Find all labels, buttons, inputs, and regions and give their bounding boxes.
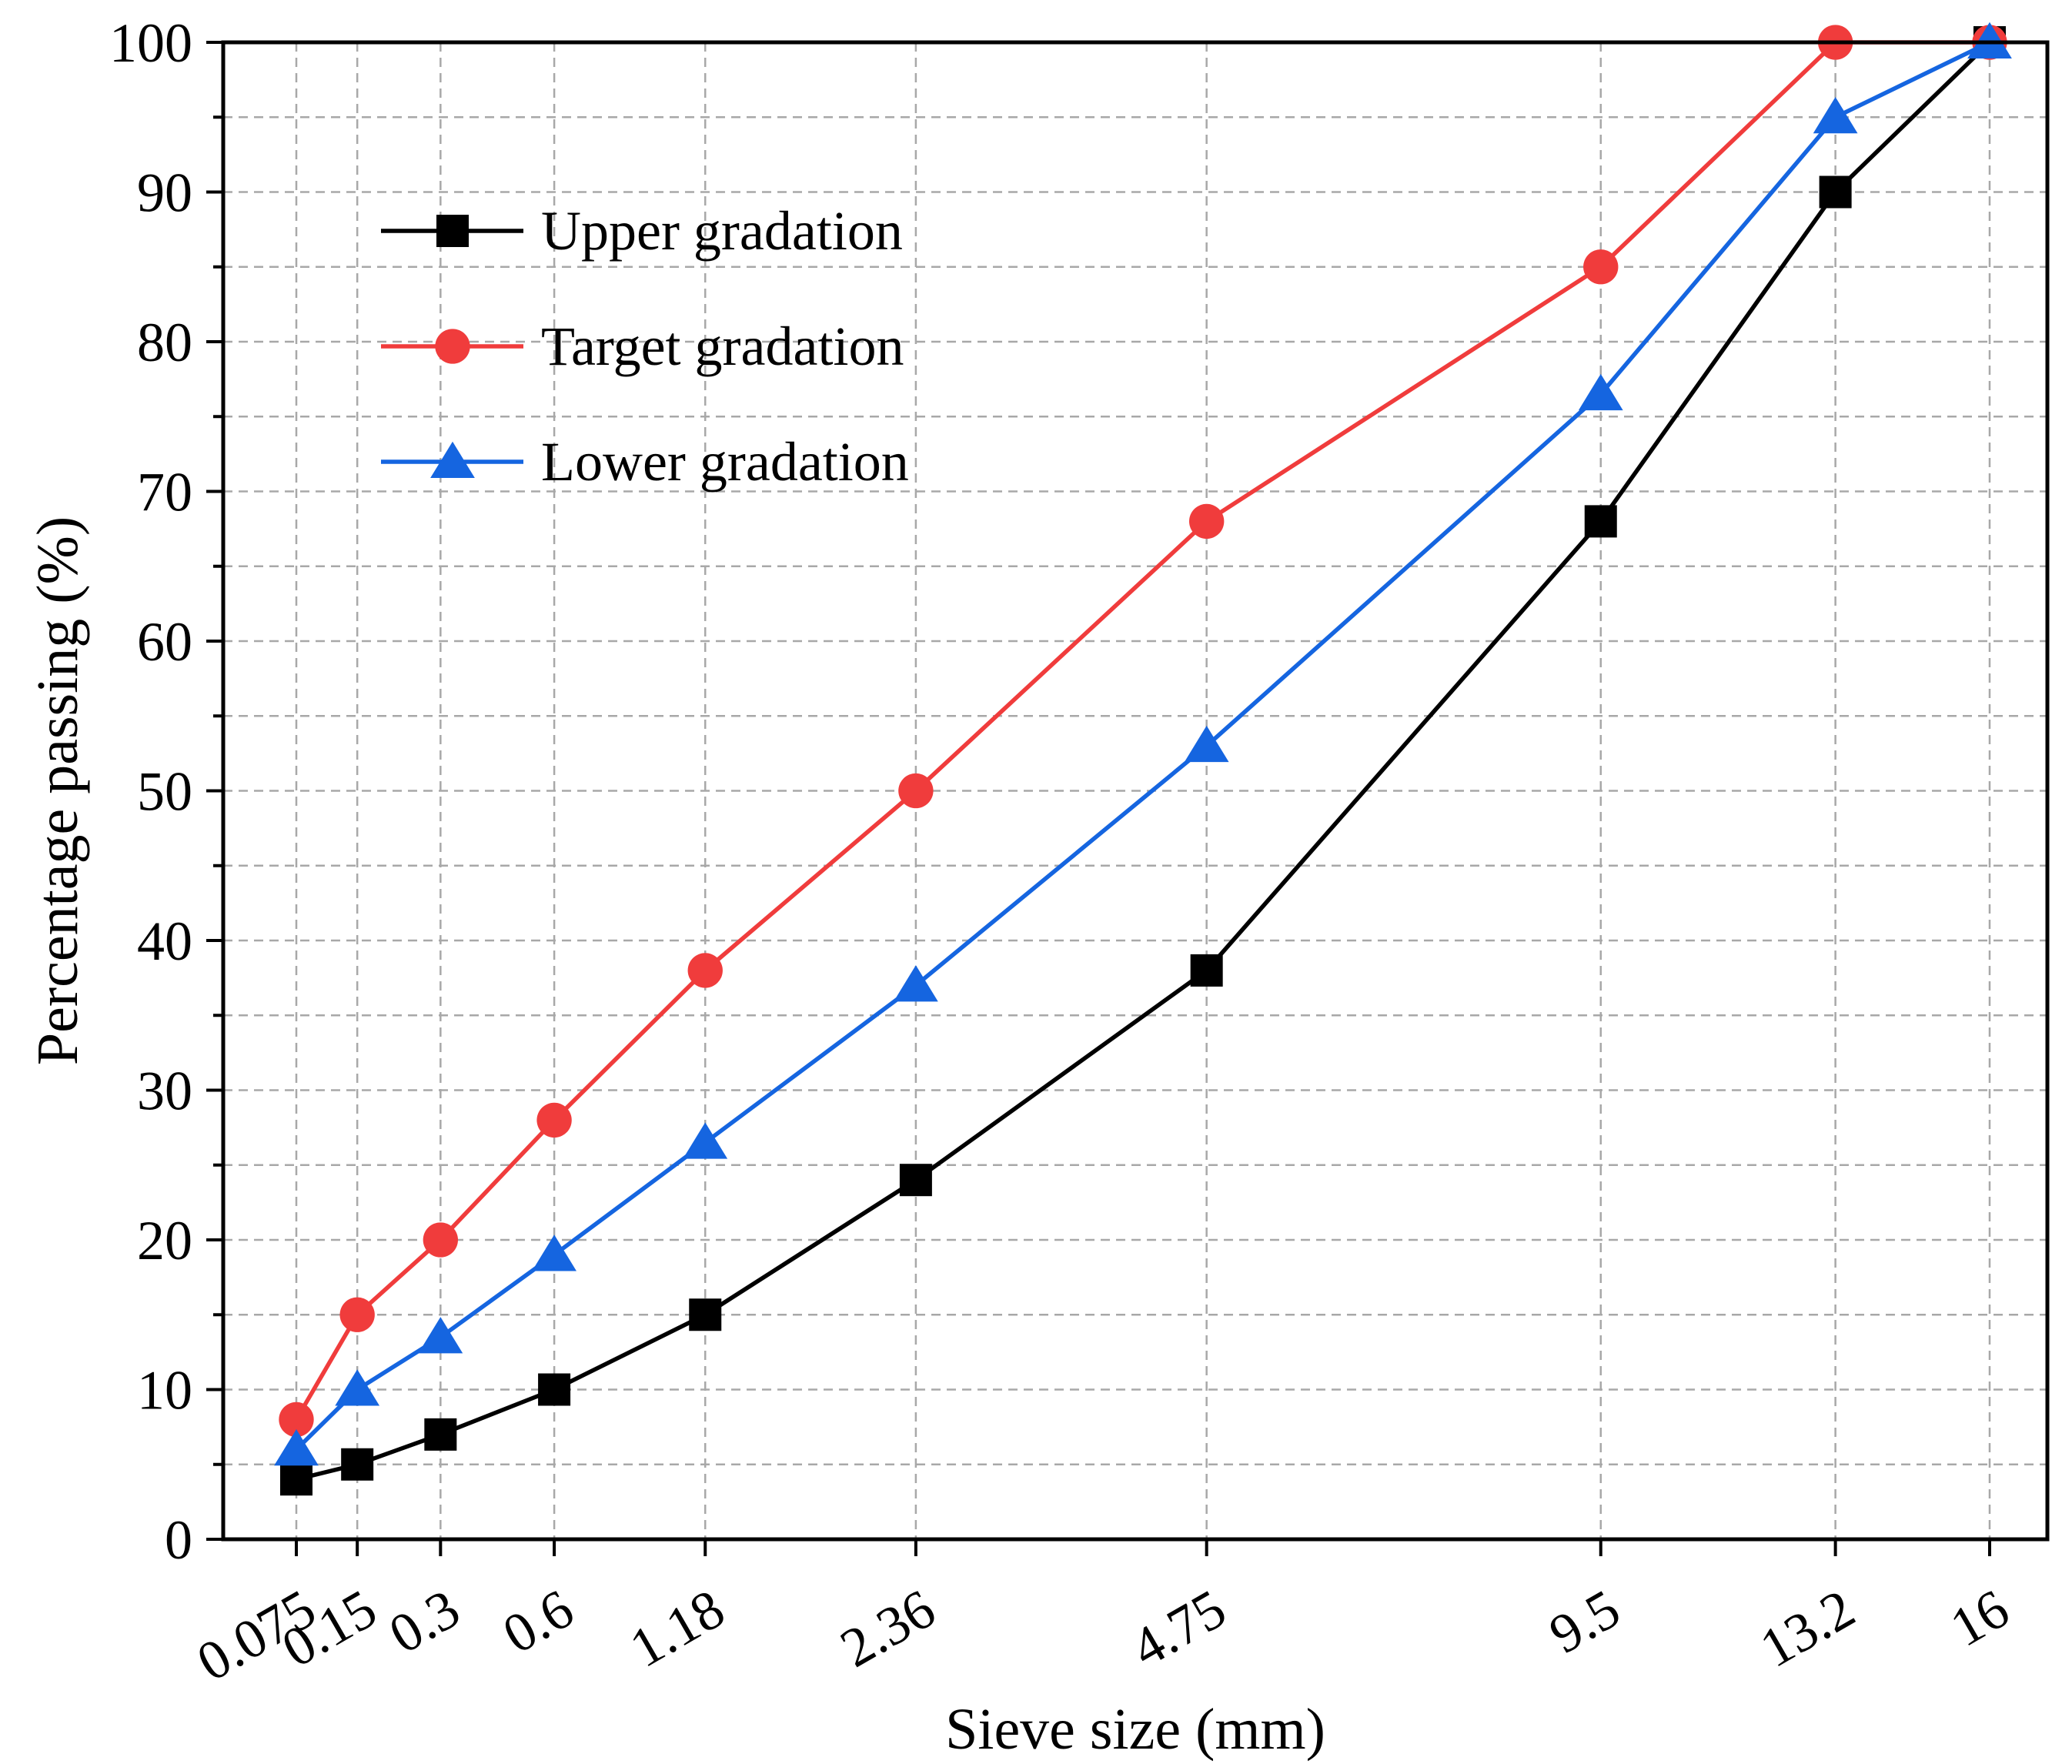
legend-item: Upper gradation [381, 200, 903, 262]
data-point [1578, 373, 1623, 411]
data-point [418, 1317, 463, 1354]
data-point [1583, 249, 1619, 285]
y-tick-label: 0 [165, 1509, 192, 1571]
data-point [1819, 175, 1852, 209]
legend-label: Lower gradation [541, 431, 909, 493]
data-point [1188, 503, 1225, 540]
data-point [538, 1373, 571, 1406]
legend-marker [430, 441, 475, 478]
data-point [1190, 954, 1223, 987]
y-axis-title: Percentage passing (%) [25, 516, 90, 1065]
legend-marker [435, 329, 470, 364]
legend-label: Upper gradation [541, 200, 903, 262]
data-point [279, 1402, 314, 1438]
data-point [341, 1448, 374, 1481]
series-line [294, 40, 1990, 1421]
series-lower-gradation [274, 22, 2012, 1466]
data-point [339, 1297, 375, 1332]
y-tick-label: 40 [137, 910, 192, 972]
series-line [295, 40, 1991, 1452]
data-point [899, 1164, 932, 1197]
y-tick-label: 10 [137, 1360, 192, 1422]
data-point [689, 1298, 722, 1331]
data-point [423, 1222, 459, 1258]
legend-label: Target gradation [541, 316, 904, 377]
data-point [1584, 505, 1617, 538]
y-tick-label: 50 [137, 761, 192, 823]
y-tick-label: 20 [137, 1210, 192, 1271]
data-point [1967, 22, 2012, 58]
data-point [335, 1369, 380, 1406]
series-upper-gradation [280, 26, 2006, 1496]
data-point [280, 1463, 312, 1496]
y-tick-label: 70 [137, 462, 192, 523]
legend-item: Lower gradation [381, 431, 909, 493]
x-axis-title: Sieve size (mm) [945, 1697, 1325, 1762]
legend: Upper gradation Target gradation Lower gra… [381, 200, 909, 493]
series-line [296, 41, 1991, 1482]
y-tick-label: 30 [137, 1061, 192, 1122]
data-point [274, 1429, 319, 1466]
data-point [424, 1418, 457, 1451]
data-point [687, 953, 723, 988]
data-point [1813, 97, 1858, 134]
data-point [683, 1122, 728, 1159]
data-point [894, 965, 938, 1002]
y-tick-label: 60 [137, 611, 192, 673]
legend-marker [436, 215, 469, 247]
grid [223, 42, 2047, 1539]
data-point [1184, 725, 1229, 763]
y-tick-label: 90 [137, 162, 192, 224]
data-point [536, 1102, 572, 1138]
data-point [532, 1234, 576, 1271]
y-tick-label: 100 [109, 12, 192, 74]
legend-item: Target gradation [381, 316, 904, 377]
data-point [898, 773, 934, 809]
y-tick-label: 80 [137, 312, 192, 373]
